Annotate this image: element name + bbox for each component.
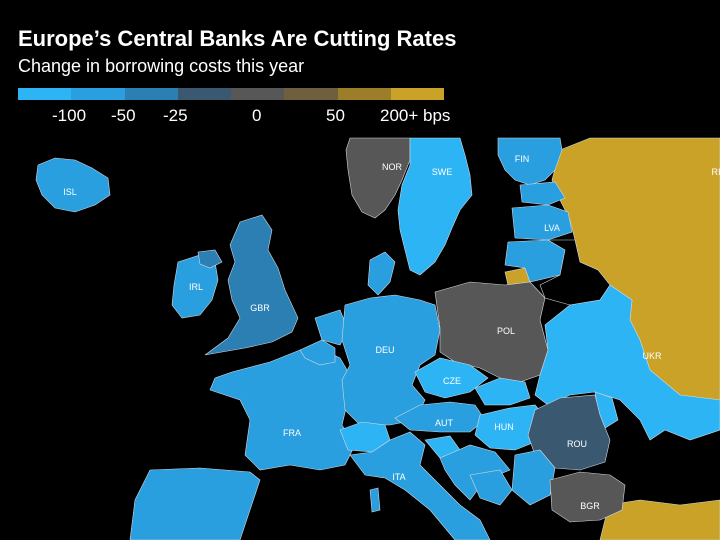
label-fin: FIN — [515, 154, 530, 164]
chart-header: Europe’s Central Banks Are Cutting Rates… — [18, 26, 456, 77]
country-ita[interactable] — [349, 431, 491, 540]
legend-bin-5 — [284, 88, 338, 100]
label-gbr: GBR — [250, 303, 270, 313]
legend-label-2: -25 — [163, 106, 188, 125]
label-cze: CZE — [443, 376, 461, 386]
country-rou[interactable] — [527, 394, 611, 471]
country-tur[interactable] — [599, 499, 720, 540]
color-legend — [18, 88, 444, 100]
label-fra: FRA — [283, 428, 301, 438]
label-deu: DEU — [375, 345, 394, 355]
country-est[interactable] — [519, 181, 566, 206]
country-dnk[interactable] — [367, 251, 396, 296]
label-aut: AUT — [435, 418, 454, 428]
country-bgr[interactable] — [549, 471, 626, 523]
page-title: Europe’s Central Banks Are Cutting Rates — [18, 26, 457, 51]
legend-label-1: -50 — [111, 106, 136, 125]
label-swe: SWE — [432, 167, 453, 177]
legend-bin-0 — [18, 88, 72, 100]
legend-bin-6 — [337, 88, 391, 100]
legend-label-3: 0 — [252, 106, 262, 125]
label-lva: LVA — [544, 223, 560, 233]
country-cze[interactable] — [414, 357, 489, 399]
label-ita: ITA — [392, 472, 405, 482]
country-corsica[interactable] — [369, 487, 381, 513]
country-svk[interactable] — [474, 377, 531, 406]
legend-bin-4 — [231, 88, 285, 100]
label-rus: RI — [712, 167, 720, 177]
country-gbr[interactable] — [204, 214, 299, 356]
legend-bin-3 — [177, 88, 231, 100]
country-fin[interactable] — [497, 137, 563, 186]
label-nor: NOR — [382, 162, 403, 172]
legend-bin-1 — [71, 88, 125, 100]
label-pol: POL — [497, 326, 515, 336]
label-ukr: UKR — [642, 351, 662, 361]
country-nir[interactable] — [197, 249, 223, 269]
country-bih[interactable] — [469, 469, 513, 506]
country-ukr[interactable] — [534, 284, 720, 441]
legend-label-5: 200+ bps — [380, 106, 451, 125]
country-swe[interactable] — [397, 137, 473, 276]
label-isl: ISL — [63, 187, 77, 197]
label-bgr: BGR — [580, 501, 600, 511]
label-rou: ROU — [567, 439, 587, 449]
legend-label-4: 50 — [326, 106, 345, 125]
legend-labels: -100 -50 -25 0 50 200+ bps — [0, 106, 720, 130]
country-lva[interactable] — [511, 204, 573, 241]
legend-label-0: -100 — [52, 106, 87, 125]
label-hun: HUN — [494, 422, 514, 432]
country-deu[interactable] — [341, 294, 441, 426]
legend-bin-7 — [390, 88, 444, 100]
label-irl: IRL — [189, 282, 203, 292]
page-subtitle: Change in borrowing costs this year — [18, 56, 305, 76]
legend-bin-2 — [124, 88, 178, 100]
country-esp[interactable] — [129, 467, 261, 540]
country-isl[interactable] — [35, 157, 111, 213]
